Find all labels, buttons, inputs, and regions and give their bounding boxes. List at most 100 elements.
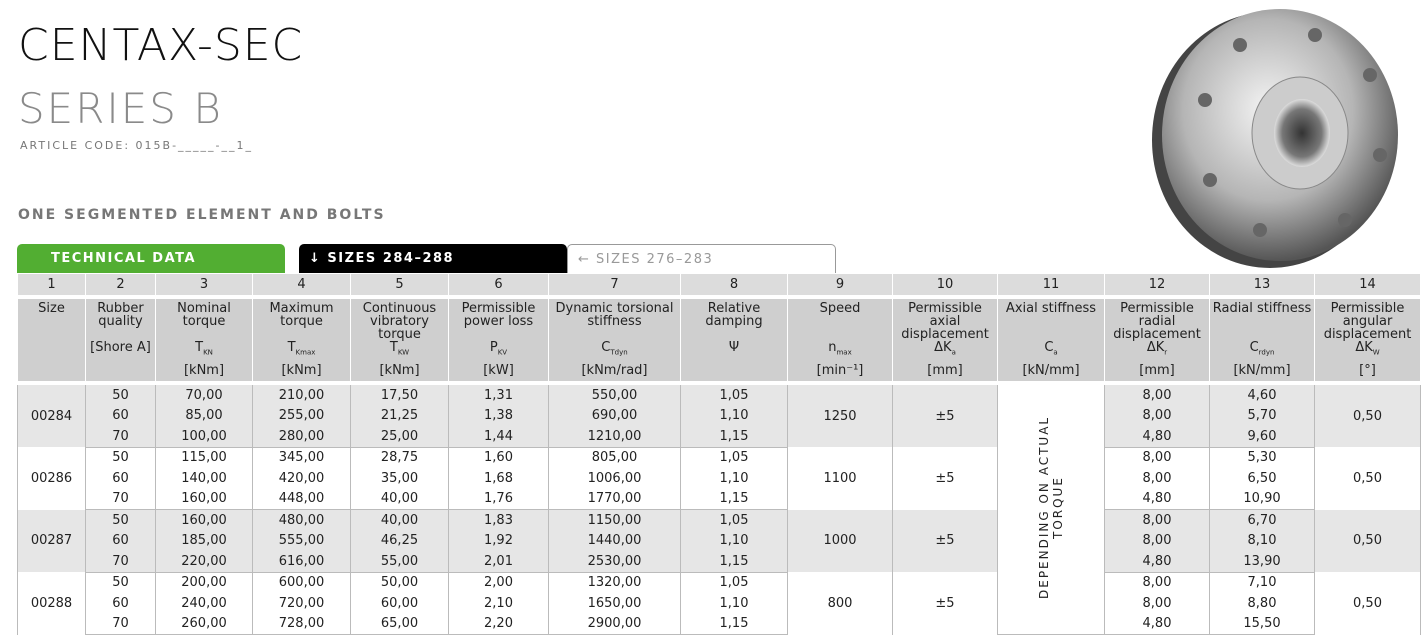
data-cell: 1,05 [680, 383, 788, 406]
column-number: 2 [85, 274, 156, 299]
radial-displacement-cell: 8,00 [1104, 572, 1210, 593]
data-cell: 85,00 [155, 405, 253, 426]
column-header: Continuous vibratory torque TKW [kNm] [350, 297, 449, 385]
data-cell: 21,25 [350, 405, 449, 426]
size-cell: 00284 [17, 383, 86, 447]
radial-displacement-cell: 8,00 [1104, 447, 1210, 468]
column-number: 3 [155, 274, 253, 299]
column-name: Axial stiffness [1005, 301, 1097, 316]
data-cell: 50,00 [350, 572, 449, 593]
column-number: 1 [17, 274, 86, 299]
speed-cell: 1250 [787, 383, 893, 447]
symbol-subscript: W [1372, 348, 1380, 357]
data-cell: 1,05 [680, 572, 788, 593]
column-header: Permissible radial displacement ΔKr [mm] [1104, 297, 1210, 385]
data-cell: 2,01 [448, 551, 549, 573]
symbol-subscript: a [951, 348, 956, 357]
data-cell: 50 [85, 447, 156, 468]
symbol-subscript: max [836, 348, 852, 357]
column-name: Dynamic torsional stiffness [555, 301, 674, 329]
column-symbol: ΔKr [1105, 341, 1209, 360]
radial-displacement-cell: 4,80 [1104, 551, 1210, 573]
column-number: 6 [448, 274, 549, 299]
column-unit: [kNm] [379, 362, 420, 378]
size-cell: 00288 [17, 572, 86, 635]
table-row: 70 220,00 616,00 55,00 2,01 2530,00 1,15 4,80 13… [18, 551, 1421, 573]
tab-technical-data[interactable]: TECHNICAL DATA [17, 244, 285, 273]
data-cell: 200,00 [155, 572, 253, 593]
data-cell: 1,10 [680, 405, 788, 426]
symbol-subscript: a [1053, 348, 1058, 357]
technical-data-table: 1 2 3 4 5 6 7 8 9 10 11 12 13 14 Size Rubber quality [Sh… [17, 274, 1421, 635]
size-cell: 00286 [17, 447, 86, 510]
data-cell: 185,00 [155, 530, 253, 551]
data-cell: 50 [85, 509, 156, 531]
data-cell: 65,00 [350, 613, 449, 635]
angular-displacement-cell: 0,50 [1314, 383, 1421, 447]
data-cell: 728,00 [252, 613, 351, 635]
data-cell: 2,10 [448, 593, 549, 614]
data-cell: 210,00 [252, 383, 351, 406]
data-cell: 260,00 [155, 613, 253, 635]
data-cell: 1210,00 [548, 426, 681, 448]
data-cell: 1,68 [448, 468, 549, 489]
column-unit: [min⁻¹] [816, 362, 864, 378]
radial-stiffness-cell: 5,70 [1209, 405, 1315, 426]
data-cell: 70 [85, 613, 156, 635]
angular-displacement-cell: 0,50 [1314, 447, 1421, 510]
data-cell: 35,00 [350, 468, 449, 489]
symbol-text: ΔK [1146, 340, 1165, 355]
size-cell: 00287 [17, 509, 86, 572]
column-symbol: Crdyn [1210, 341, 1314, 360]
column-number: 5 [350, 274, 449, 299]
data-cell: 1,05 [680, 509, 788, 531]
angular-displacement-cell: 0,50 [1314, 572, 1421, 635]
symbol-text: C [1249, 340, 1259, 355]
data-cell: 160,00 [155, 509, 253, 531]
column-header: Relative damping Ψ [680, 297, 788, 385]
column-symbol: ΔKa [893, 341, 997, 360]
column-header: Maximum torque TKmax [kNm] [252, 297, 351, 385]
symbol-text: P [489, 340, 498, 355]
column-header: Nominal torque TKN [kNm] [155, 297, 253, 385]
symbol-text: n [828, 340, 837, 355]
column-number: 11 [997, 274, 1105, 299]
data-cell: 2,00 [448, 572, 549, 593]
tab-sizes-276-283[interactable]: ← SIZES 276–283 [567, 244, 836, 273]
radial-stiffness-cell: 15,50 [1209, 613, 1315, 635]
data-cell: 60 [85, 593, 156, 614]
column-unit: [kN/mm] [1233, 362, 1291, 378]
data-cell: 100,00 [155, 426, 253, 448]
radial-displacement-cell: 8,00 [1104, 530, 1210, 551]
radial-stiffness-cell: 4,60 [1209, 383, 1315, 406]
column-header: Dynamic torsional stiffness CTdyn [kNm/rad… [548, 297, 681, 385]
tab-sizes-284-288[interactable]: ↓ SIZES 284–288 [299, 244, 567, 273]
column-unit: [kW] [483, 362, 514, 378]
axial-displacement-cell: ±5 [892, 572, 998, 635]
data-cell: 1,38 [448, 405, 549, 426]
table-row: 60 240,00 720,00 60,00 2,10 1650,00 1,10 8,00 8,… [18, 593, 1421, 614]
column-unit: [kNm/rad] [581, 362, 648, 378]
symbol-text: T [389, 340, 398, 355]
table-row: 00286 50 115,00 345,00 28,75 1,60 805,00 1,05 11… [17, 447, 1421, 510]
symbol-text: [Shore A] [90, 340, 151, 355]
column-symbol: Ψ [681, 341, 787, 360]
coupling-product-image [1152, 9, 1398, 268]
data-cell: 480,00 [252, 509, 351, 531]
radial-stiffness-cell: 9,60 [1209, 426, 1315, 448]
column-header: Permissible angular displacement ΔKW [°] [1314, 297, 1421, 385]
data-cell: 1440,00 [548, 530, 681, 551]
axial-displacement-cell: ±5 [892, 383, 998, 447]
data-cell: 17,50 [350, 383, 449, 406]
data-cell: 1,76 [448, 488, 549, 510]
symbol-text: C [1044, 340, 1054, 355]
radial-stiffness-cell: 6,50 [1209, 468, 1315, 489]
radial-displacement-cell: 8,00 [1104, 468, 1210, 489]
data-cell: 255,00 [252, 405, 351, 426]
radial-displacement-cell: 4,80 [1104, 488, 1210, 510]
column-name: Speed [819, 301, 861, 316]
radial-displacement-cell: 8,00 [1104, 593, 1210, 614]
radial-stiffness-cell: 5,30 [1209, 447, 1315, 468]
symbol-subscript: KW [397, 348, 410, 357]
column-name: Radial stiffness [1212, 301, 1312, 316]
